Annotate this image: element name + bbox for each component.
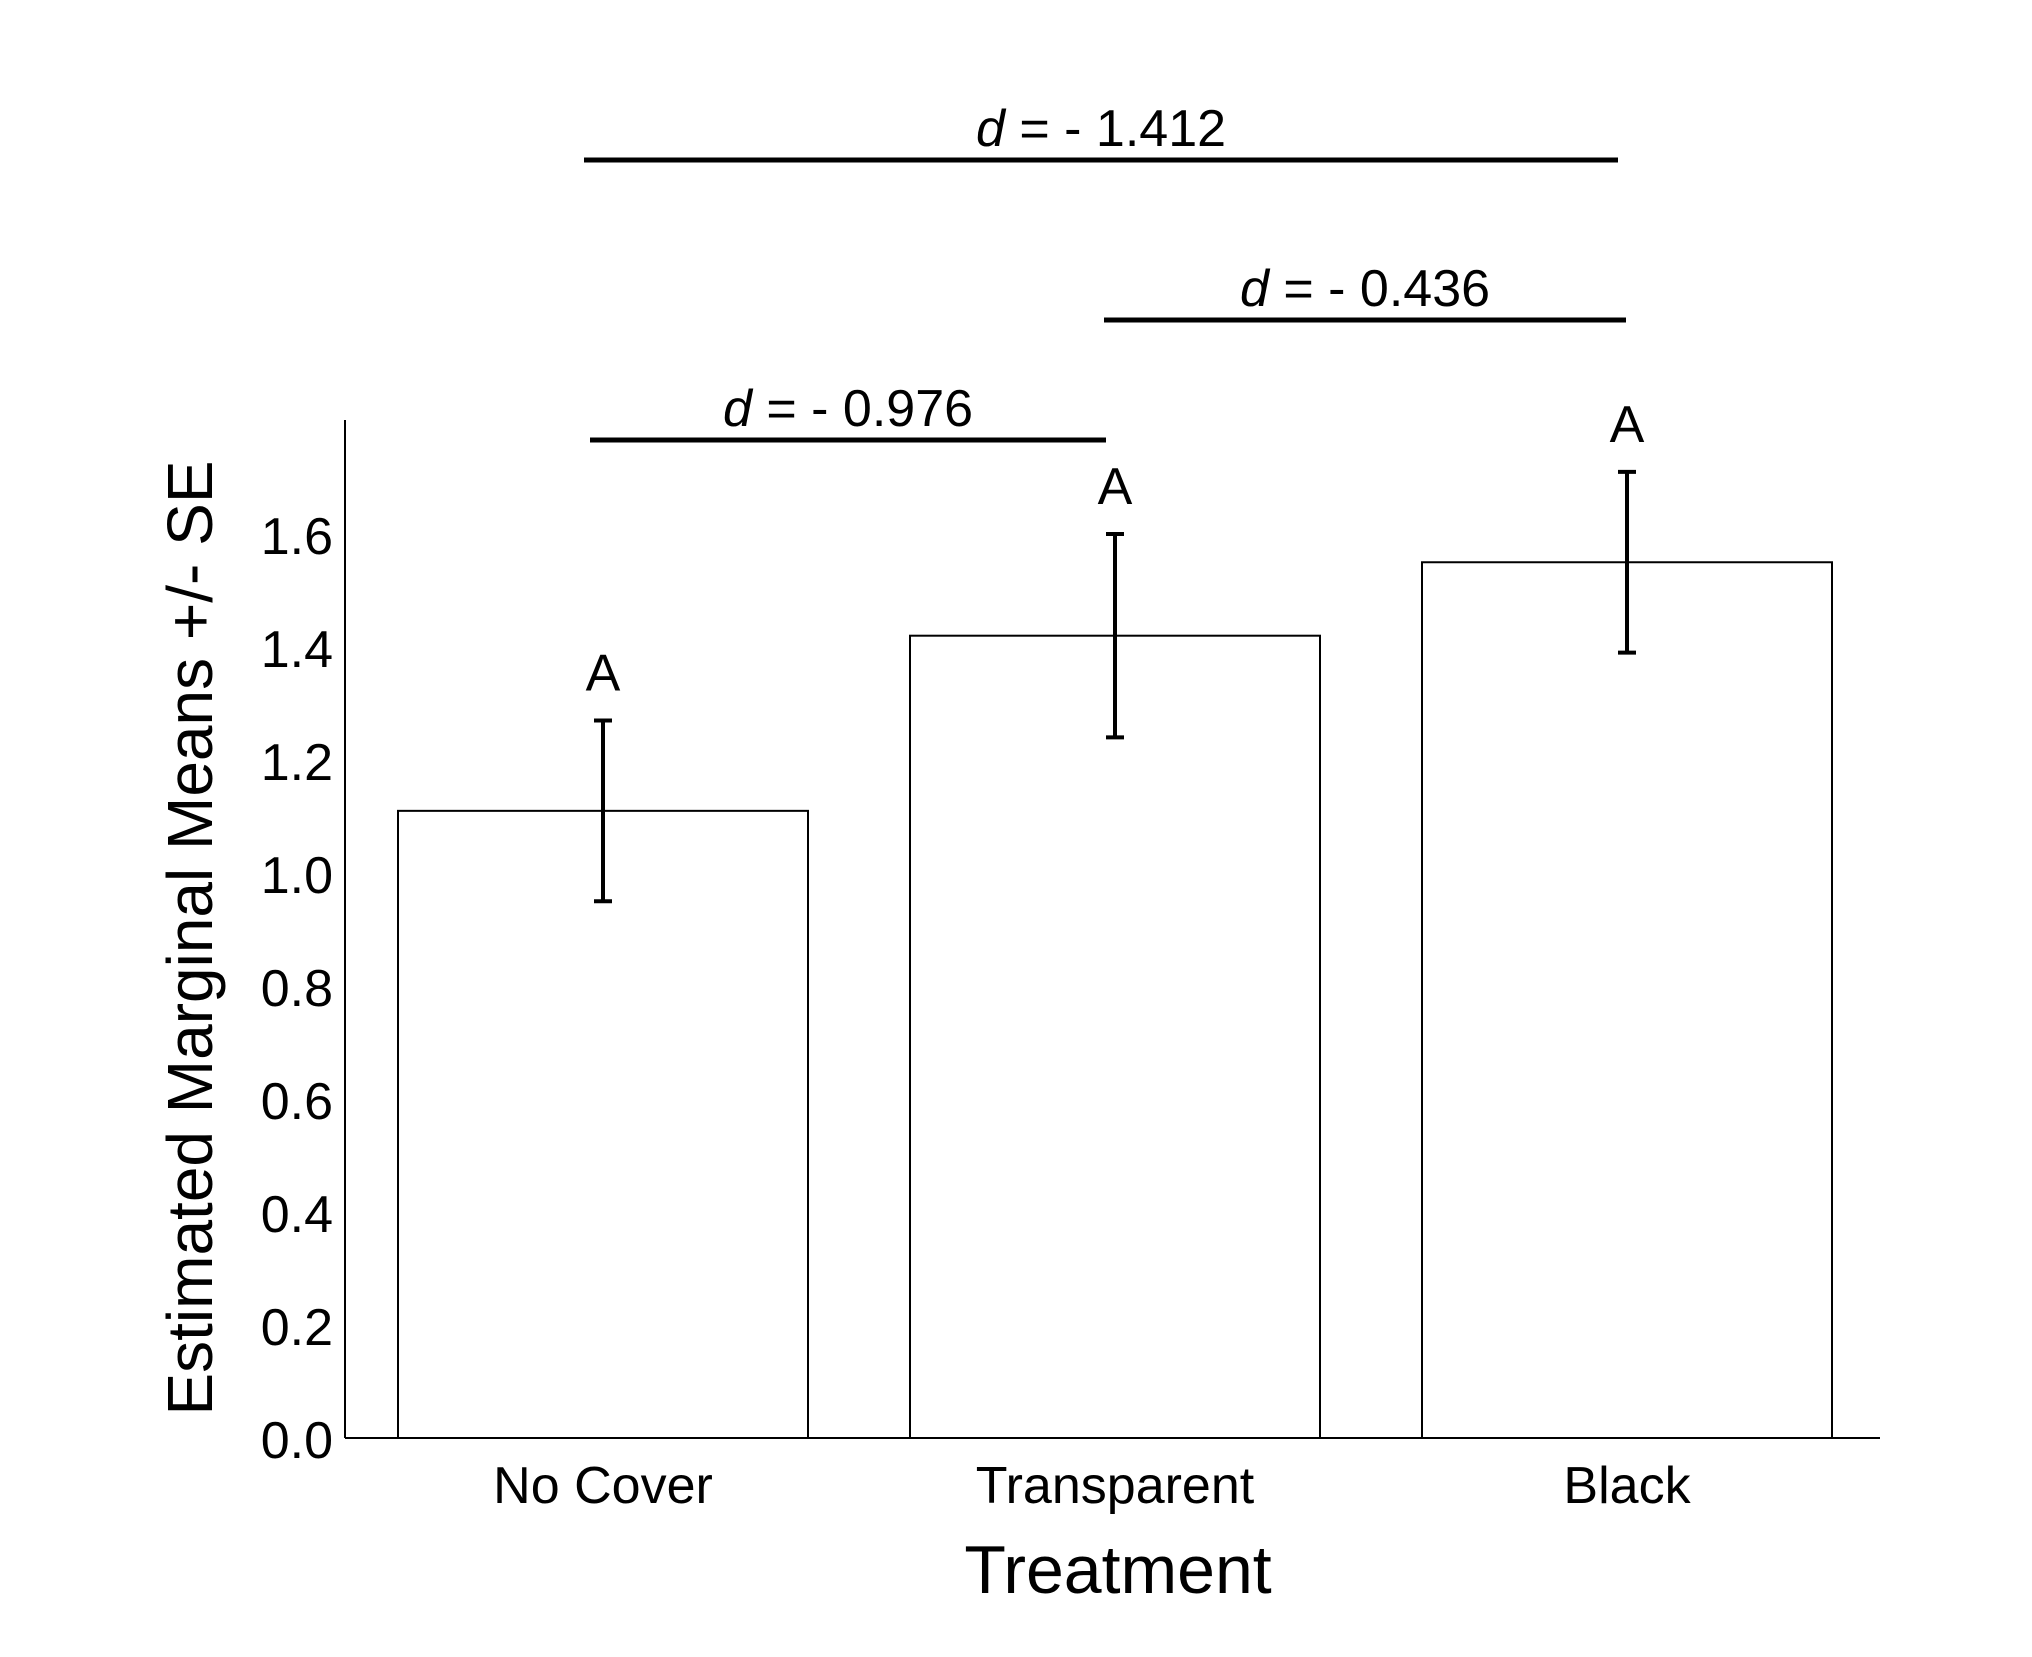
- y-tick-label: 0.4: [261, 1186, 333, 1244]
- y-tick-label: 0.0: [261, 1412, 333, 1470]
- error-bars: [594, 469, 1636, 904]
- y-tick-label: 1.4: [261, 621, 333, 679]
- bars: [397, 561, 1833, 1439]
- bar-transparent: [909, 634, 1321, 1439]
- y-tick-label: 1.6: [261, 508, 333, 566]
- significance-letter: A: [586, 644, 621, 702]
- y-axis-label: Estimated Marginal Means +/- SE: [154, 460, 226, 1415]
- significance-letters: A A A: [586, 396, 1645, 703]
- y-tick-label: 1.2: [261, 734, 333, 792]
- significance-letter: A: [1610, 396, 1645, 454]
- x-tick-label: Transparent: [976, 1457, 1255, 1515]
- effect-size-value: = - 1.412: [1005, 100, 1226, 158]
- effect-size-symbol: d: [723, 380, 754, 438]
- y-tick-label: 0.8: [261, 960, 333, 1018]
- bar-black: [1421, 561, 1833, 1439]
- x-tick-label: No Cover: [493, 1457, 713, 1515]
- y-tick-label: 0.2: [261, 1299, 333, 1357]
- bar-no-cover: [397, 809, 809, 1439]
- significance-letter: A: [1098, 458, 1133, 516]
- y-tick-label: 1.0: [261, 847, 333, 905]
- axes: 0.0 0.2 0.4 0.6 0.8 1.0 1.2 1.4 1.6 No Cover Trans…: [261, 420, 1880, 1515]
- x-axis-label: Treatment: [964, 1532, 1271, 1608]
- comparison-label: d = - 0.976: [723, 380, 973, 438]
- x-tick-label: Black: [1563, 1457, 1691, 1515]
- effect-size-value: = - 0.436: [1269, 260, 1490, 318]
- comparison-label: d = - 1.412: [976, 100, 1226, 158]
- y-tick-label: 0.6: [261, 1073, 333, 1131]
- effect-size-value: = - 0.976: [752, 380, 973, 438]
- effect-size-symbol: d: [976, 100, 1007, 158]
- effect-size-symbol: d: [1240, 260, 1271, 318]
- comparison-label: d = - 0.436: [1240, 260, 1490, 318]
